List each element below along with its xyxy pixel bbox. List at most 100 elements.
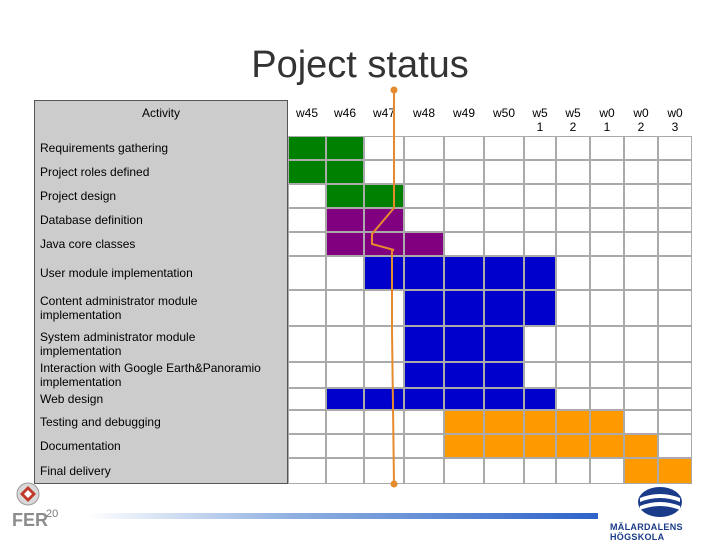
gantt-cell-empty bbox=[556, 388, 590, 410]
gantt-cell-empty bbox=[288, 232, 326, 256]
gantt-cell-orange bbox=[556, 410, 590, 434]
gantt-cell-empty bbox=[658, 290, 692, 326]
activity-label: Java core classes bbox=[40, 237, 136, 251]
gantt-cell-blue bbox=[524, 388, 556, 410]
gantt-cell-empty bbox=[590, 136, 624, 160]
gantt-cell-empty bbox=[658, 410, 692, 434]
gantt-cell-empty bbox=[624, 388, 658, 410]
gantt-cell-green bbox=[326, 160, 364, 184]
gantt-cell-empty bbox=[288, 208, 326, 232]
gantt-cell-empty bbox=[524, 458, 556, 484]
gantt-cell-blue bbox=[404, 326, 444, 362]
gantt-cell-empty bbox=[484, 232, 524, 256]
gantt-cell-empty bbox=[524, 326, 556, 362]
gantt-cell-empty bbox=[484, 160, 524, 184]
gantt-cell-empty bbox=[624, 136, 658, 160]
gantt-cell-empty bbox=[556, 458, 590, 484]
gantt-cell-empty bbox=[288, 434, 326, 458]
week-header: w0 2 bbox=[633, 106, 649, 134]
gantt-cell-empty bbox=[524, 184, 556, 208]
progress-line-endpoint bbox=[390, 86, 398, 94]
activity-label: Content administrator module implementat… bbox=[40, 294, 198, 322]
week-header: w45 bbox=[295, 106, 318, 120]
gantt-cell-empty bbox=[658, 256, 692, 290]
gantt-cell-blue bbox=[444, 362, 484, 388]
gantt-cell-empty bbox=[326, 410, 364, 434]
gantt-cell-empty bbox=[404, 410, 444, 434]
gantt-cell-empty bbox=[364, 136, 404, 160]
gantt-cell-empty bbox=[556, 208, 590, 232]
gantt-cell-empty bbox=[326, 326, 364, 362]
gantt-cell-empty bbox=[658, 160, 692, 184]
gantt-cell-empty bbox=[524, 232, 556, 256]
gantt-cell-green bbox=[288, 136, 326, 160]
gantt-cell-orange bbox=[484, 434, 524, 458]
gantt-cell-blue bbox=[404, 388, 444, 410]
gantt-cell-green bbox=[288, 160, 326, 184]
gantt-cell-empty bbox=[364, 160, 404, 184]
gantt-cell-empty bbox=[524, 208, 556, 232]
week-header: w49 bbox=[452, 106, 475, 120]
gantt-cell-purple bbox=[326, 208, 364, 232]
gantt-cell-empty bbox=[624, 184, 658, 208]
activity-column bbox=[34, 100, 288, 484]
gantt-cell-green bbox=[326, 184, 364, 208]
gantt-cell-empty bbox=[556, 232, 590, 256]
gantt-cell-empty bbox=[590, 388, 624, 410]
gantt-cell-empty bbox=[444, 160, 484, 184]
activity-label: Project roles defined bbox=[40, 165, 150, 179]
gantt-cell-empty bbox=[624, 410, 658, 434]
activity-label: User module implementation bbox=[40, 266, 193, 280]
week-header: w48 bbox=[412, 106, 435, 120]
gantt-cell-blue bbox=[364, 388, 404, 410]
gantt-cell-blue bbox=[484, 362, 524, 388]
gantt-cell-empty bbox=[326, 362, 364, 388]
week-header: w47 bbox=[372, 106, 395, 120]
gantt-cell-orange bbox=[658, 458, 692, 484]
page-number: 20 bbox=[46, 508, 59, 520]
fer-logo-text: FER bbox=[12, 510, 48, 530]
progress-line-endpoint bbox=[390, 480, 398, 488]
gantt-cell-empty bbox=[556, 136, 590, 160]
gantt-chart: Activity w45 w46 w47 w48 w49 w50 w5 1 w5 2 w0 1 w… bbox=[34, 86, 692, 488]
gantt-cell-empty bbox=[556, 290, 590, 326]
gantt-cell-empty bbox=[524, 136, 556, 160]
gantt-cell-empty bbox=[288, 290, 326, 326]
gantt-cell-blue bbox=[404, 290, 444, 326]
gantt-cell-orange bbox=[624, 458, 658, 484]
gantt-cell-empty bbox=[288, 362, 326, 388]
gantt-cell-empty bbox=[624, 232, 658, 256]
gantt-cell-empty bbox=[326, 290, 364, 326]
gantt-cell-empty bbox=[658, 232, 692, 256]
activity-header: Activity bbox=[141, 106, 180, 120]
week-header: w5 2 bbox=[565, 106, 581, 134]
gantt-cell-orange bbox=[590, 434, 624, 458]
gantt-cell-empty bbox=[484, 208, 524, 232]
gantt-cell-empty bbox=[556, 326, 590, 362]
gantt-cell-empty bbox=[624, 326, 658, 362]
gantt-cell-empty bbox=[556, 256, 590, 290]
gantt-cell-empty bbox=[288, 326, 326, 362]
gantt-cell-empty bbox=[364, 326, 404, 362]
gantt-cell-empty bbox=[326, 256, 364, 290]
gantt-cell-blue bbox=[484, 290, 524, 326]
gantt-cell-empty bbox=[658, 208, 692, 232]
gantt-cell-orange bbox=[484, 410, 524, 434]
gantt-cell-empty bbox=[624, 290, 658, 326]
gantt-cell-empty bbox=[288, 458, 326, 484]
gantt-cell-empty bbox=[556, 362, 590, 388]
gantt-cell-empty bbox=[326, 434, 364, 458]
gantt-cell-empty bbox=[364, 362, 404, 388]
activity-label: Project design bbox=[40, 189, 117, 203]
gantt-cell-empty bbox=[404, 136, 444, 160]
gantt-cell-empty bbox=[658, 184, 692, 208]
gantt-cell-green bbox=[364, 184, 404, 208]
gantt-cell-empty bbox=[590, 184, 624, 208]
gantt-cell-empty bbox=[484, 458, 524, 484]
activity-label: Testing and debugging bbox=[40, 415, 161, 429]
gantt-cell-empty bbox=[658, 434, 692, 458]
gantt-cell-orange bbox=[444, 410, 484, 434]
gantt-cell-blue bbox=[444, 290, 484, 326]
gantt-cell-empty bbox=[404, 160, 444, 184]
gantt-cell-empty bbox=[444, 232, 484, 256]
